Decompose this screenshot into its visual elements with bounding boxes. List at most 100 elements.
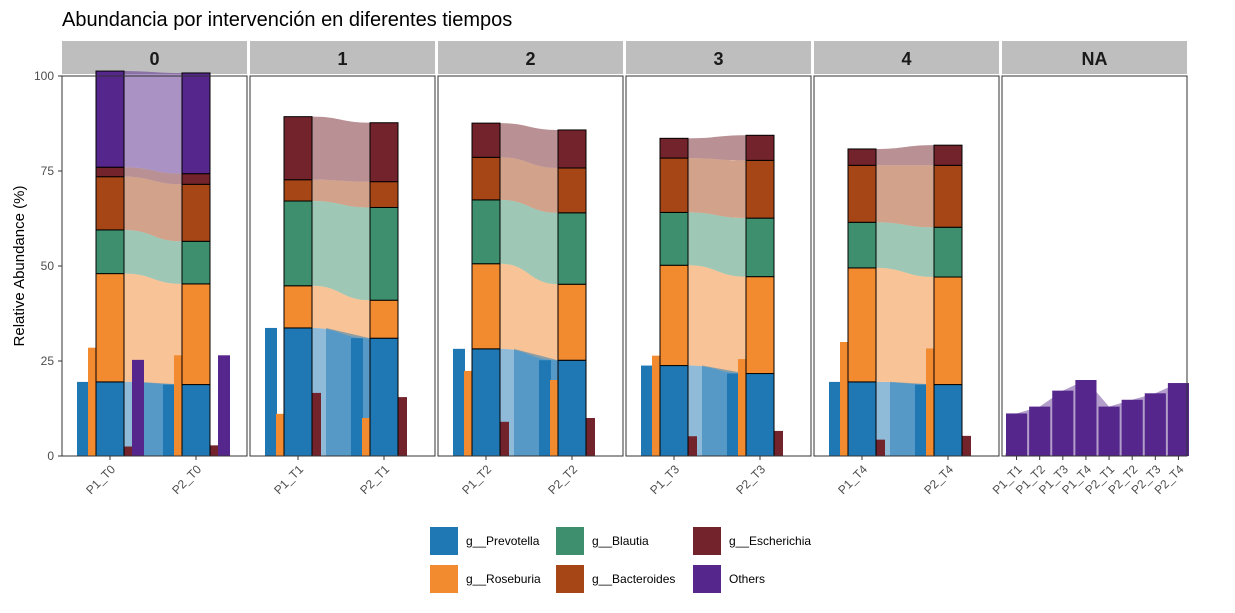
stack-P2_T3-g__Prevotella	[745, 373, 775, 457]
bar-P2_T3-g__Prevotella	[727, 373, 739, 456]
stack-P1_T1-g__Roseburia	[283, 285, 313, 329]
facet-0: 0 P1_T0 P2_T0	[61, 41, 248, 497]
bar-P1_T2-g__Prevotella	[453, 348, 465, 456]
alluvium-g__Roseburia	[876, 267, 934, 385]
facet-strip	[438, 41, 623, 74]
x-tick-label: P1_T3	[647, 462, 682, 497]
facet-2: 2 P1_T2 P2_T2	[437, 41, 624, 497]
y-axis-label: Relative Abundance (%)	[11, 186, 28, 347]
stack-P2_T0-g__Bacteroides	[181, 183, 211, 242]
stack-P2_T2-g__Escherichia	[557, 129, 587, 169]
stack-P2_T3-g__Blautia	[745, 217, 775, 278]
stack-P2_T0-g__Roseburia	[181, 283, 211, 386]
stack-P1_T3-g__Escherichia	[659, 137, 689, 159]
legend-item-gescherichia: g__Escherichia	[693, 526, 811, 556]
stack-P2_T4-g__Bacteroides	[933, 164, 963, 228]
facet-strip	[626, 41, 811, 74]
bar-NA-P1_T2	[1029, 406, 1051, 456]
stack-P2_T1-g__Roseburia	[369, 299, 399, 339]
alluvium-g__Roseburia	[500, 263, 558, 361]
stack-P2_T0-g__Blautia	[181, 240, 211, 285]
stack-P2_T0-g__Prevotella	[181, 384, 211, 457]
stack-P1_T4-g__Blautia	[847, 221, 877, 269]
stack-P1_T2-g__Bacteroides	[471, 156, 501, 201]
y-tick-label: 75	[41, 164, 55, 178]
stack-P1_T4-g__Prevotella	[847, 381, 877, 457]
bar-P2_T0-Others	[218, 355, 230, 456]
bar-P1_T0-Others	[132, 359, 144, 456]
stack-P2_T4-g__Prevotella	[933, 384, 963, 457]
x-tick-label: P2_T4	[921, 462, 956, 497]
alluvium-g__Bacteroides	[500, 157, 558, 213]
legend-item-others: Others	[693, 564, 765, 594]
stack-P2_T0-Others	[181, 72, 211, 175]
x-tick-label: P1_T4	[835, 462, 870, 497]
bar-NA-P1_T1	[1006, 413, 1028, 456]
stack-P2_T1-g__Blautia	[369, 206, 399, 301]
stack-P1_T2-g__Escherichia	[471, 122, 501, 158]
stack-P1_T2-g__Prevotella	[471, 348, 501, 457]
alluvium-g__Bacteroides	[688, 158, 746, 219]
legend-key	[693, 527, 721, 555]
stack-P2_T3-g__Roseburia	[745, 276, 775, 375]
legend-item-gblautia: g__Blautia	[556, 526, 649, 556]
legend-key	[693, 565, 721, 593]
stack-P2_T1-g__Prevotella	[369, 337, 399, 457]
bar-P1_T0-g__Prevotella	[77, 381, 89, 456]
facet-strip-label: 3	[713, 49, 723, 69]
facet-panel-border	[813, 75, 1000, 457]
stack-P1_T1-g__Blautia	[283, 200, 313, 287]
legend-label: g__Roseburia	[466, 572, 541, 586]
facet-panel-border	[625, 75, 812, 457]
bar-NA-P2_T1	[1098, 406, 1120, 456]
facet-strip-label: 0	[149, 49, 159, 69]
alluvium-g__Roseburia	[312, 285, 370, 339]
facet-strip	[814, 41, 999, 74]
bar-P2_T1-g__Prevotella	[351, 338, 363, 456]
facet-1: 1 P1_T1 P2_T1	[249, 41, 436, 497]
bar-NA-P2_T4	[1167, 383, 1189, 456]
y-tick-label: 50	[41, 259, 55, 273]
stack-P1_T3-g__Bacteroides	[659, 157, 689, 213]
stack-P2_T2-g__Bacteroides	[557, 167, 587, 214]
x-tick-label: P1_T1	[271, 462, 306, 497]
stack-P1_T1-g__Prevotella	[283, 327, 313, 457]
stack-P1_T1-g__Bacteroides	[283, 179, 313, 202]
stack-P1_T0-g__Prevotella	[95, 381, 125, 457]
facet-3: 3 P1_T3 P2_T3	[625, 41, 812, 497]
bar-P1_T0-g__Escherichia	[121, 446, 133, 456]
alluvium-g__Blautia	[688, 212, 746, 277]
bar-NA-P2_T3	[1144, 393, 1166, 456]
facet-panel-border	[1001, 75, 1188, 457]
legend-label: g__Bacteroides	[592, 572, 676, 586]
x-tick-label: P2_T1	[357, 462, 392, 497]
facet-panel-border	[249, 75, 436, 457]
stack-P2_T1-g__Escherichia	[369, 122, 399, 183]
facet-strip-label: NA	[1082, 49, 1108, 69]
alluvium-g__Roseburia	[688, 265, 746, 374]
stack-P2_T4-g__Blautia	[933, 226, 963, 278]
bar-NA-P1_T4	[1075, 380, 1097, 456]
facet-4: 4 P1_T4 P2_T4	[813, 41, 1000, 497]
alluvium-Others	[124, 71, 182, 174]
stack-P1_T0-g__Escherichia	[95, 166, 125, 178]
stack-P1_T4-g__Bacteroides	[847, 164, 877, 223]
legend-label: Others	[729, 572, 766, 586]
alluvium-g__Blautia	[124, 229, 182, 284]
y-axis: 0 25 50 75 100	[34, 69, 62, 463]
bar-NA-P1_T3	[1052, 390, 1074, 456]
facet-panels: 0 P1_T0 P2_T0 1 P1_T1 P2_T1 2 P1_T2 P2_T2 3 P1_T3 P…	[61, 41, 1189, 497]
chart-title: Abundancia por intervención en diferente…	[62, 9, 512, 31]
bar-P1_T3-g__Prevotella	[641, 365, 653, 456]
legend-label: g__Prevotella	[466, 534, 540, 548]
stack-P1_T4-g__Roseburia	[847, 267, 877, 383]
y-tick-label: 0	[47, 449, 54, 463]
facet-strip	[1002, 41, 1187, 74]
alluvium-g__Escherichia	[876, 145, 934, 166]
facet-strip-label: 4	[901, 49, 911, 69]
stack-P2_T3-g__Bacteroides	[745, 159, 775, 219]
stack-P1_T1-g__Escherichia	[283, 116, 313, 181]
chart-legend: g__Prevotella g__Blautia g__Escherichia g__…	[430, 526, 850, 596]
legend-label: g__Blautia	[592, 534, 649, 548]
